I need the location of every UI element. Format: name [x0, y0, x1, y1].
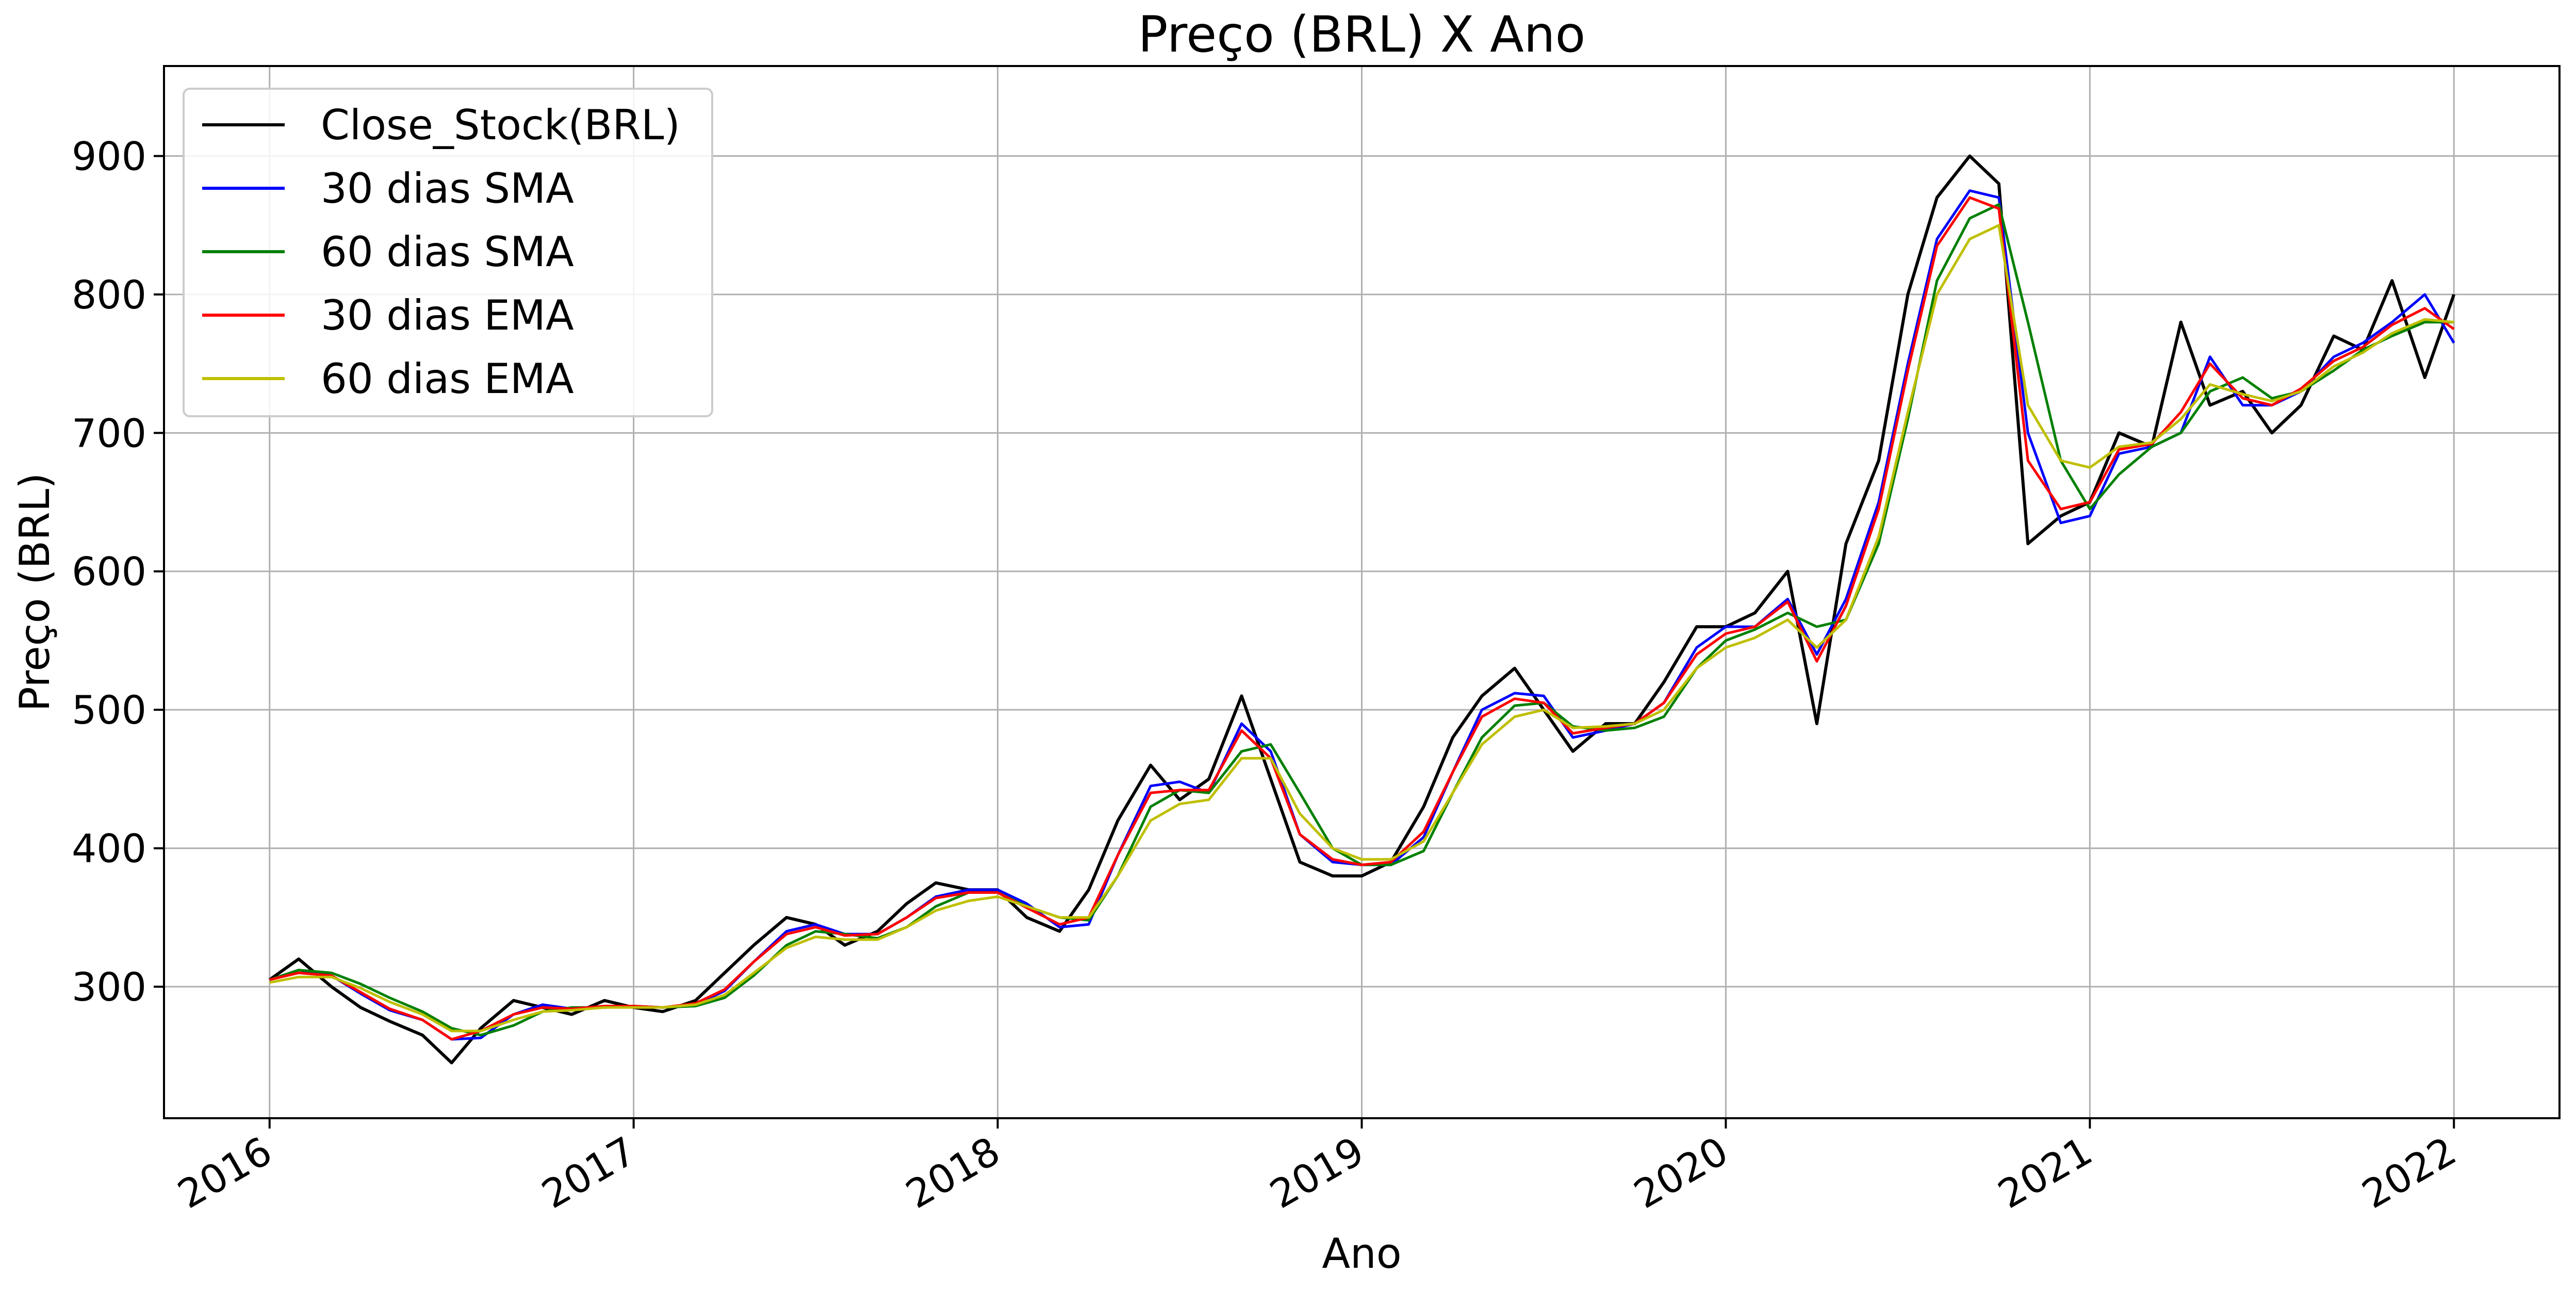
legend-label: Close_Stock(BRL) [321, 101, 680, 149]
y-tick-label: 900 [72, 133, 146, 179]
y-tick-label: 400 [72, 826, 146, 872]
series-line-4 [269, 196, 2455, 1041]
legend-label: 60 dias EMA [321, 355, 574, 403]
series-lines [268, 154, 2456, 1065]
legend-label: 60 dias SMA [321, 228, 574, 276]
x-axis-label: Ano [1322, 1230, 1401, 1278]
y-tick-label: 300 [72, 964, 146, 1010]
y-axis-label: Preço (BRL) [11, 472, 59, 711]
y-tick-label: 500 [72, 687, 146, 733]
y-tick-label: 700 [72, 410, 146, 456]
legend: Close_Stock(BRL) 30 dias SMA 60 dias SMA 30… [183, 88, 713, 417]
legend-box [183, 88, 713, 417]
legend-label: 30 dias SMA [321, 165, 574, 213]
series-line-5 [269, 224, 2454, 1033]
chart-title: Preço (BRL) X Ano [1138, 6, 1586, 63]
y-tick-label: 600 [72, 549, 146, 595]
y-tick-label: 800 [72, 272, 146, 318]
legend-label: 30 dias EMA [321, 291, 574, 339]
